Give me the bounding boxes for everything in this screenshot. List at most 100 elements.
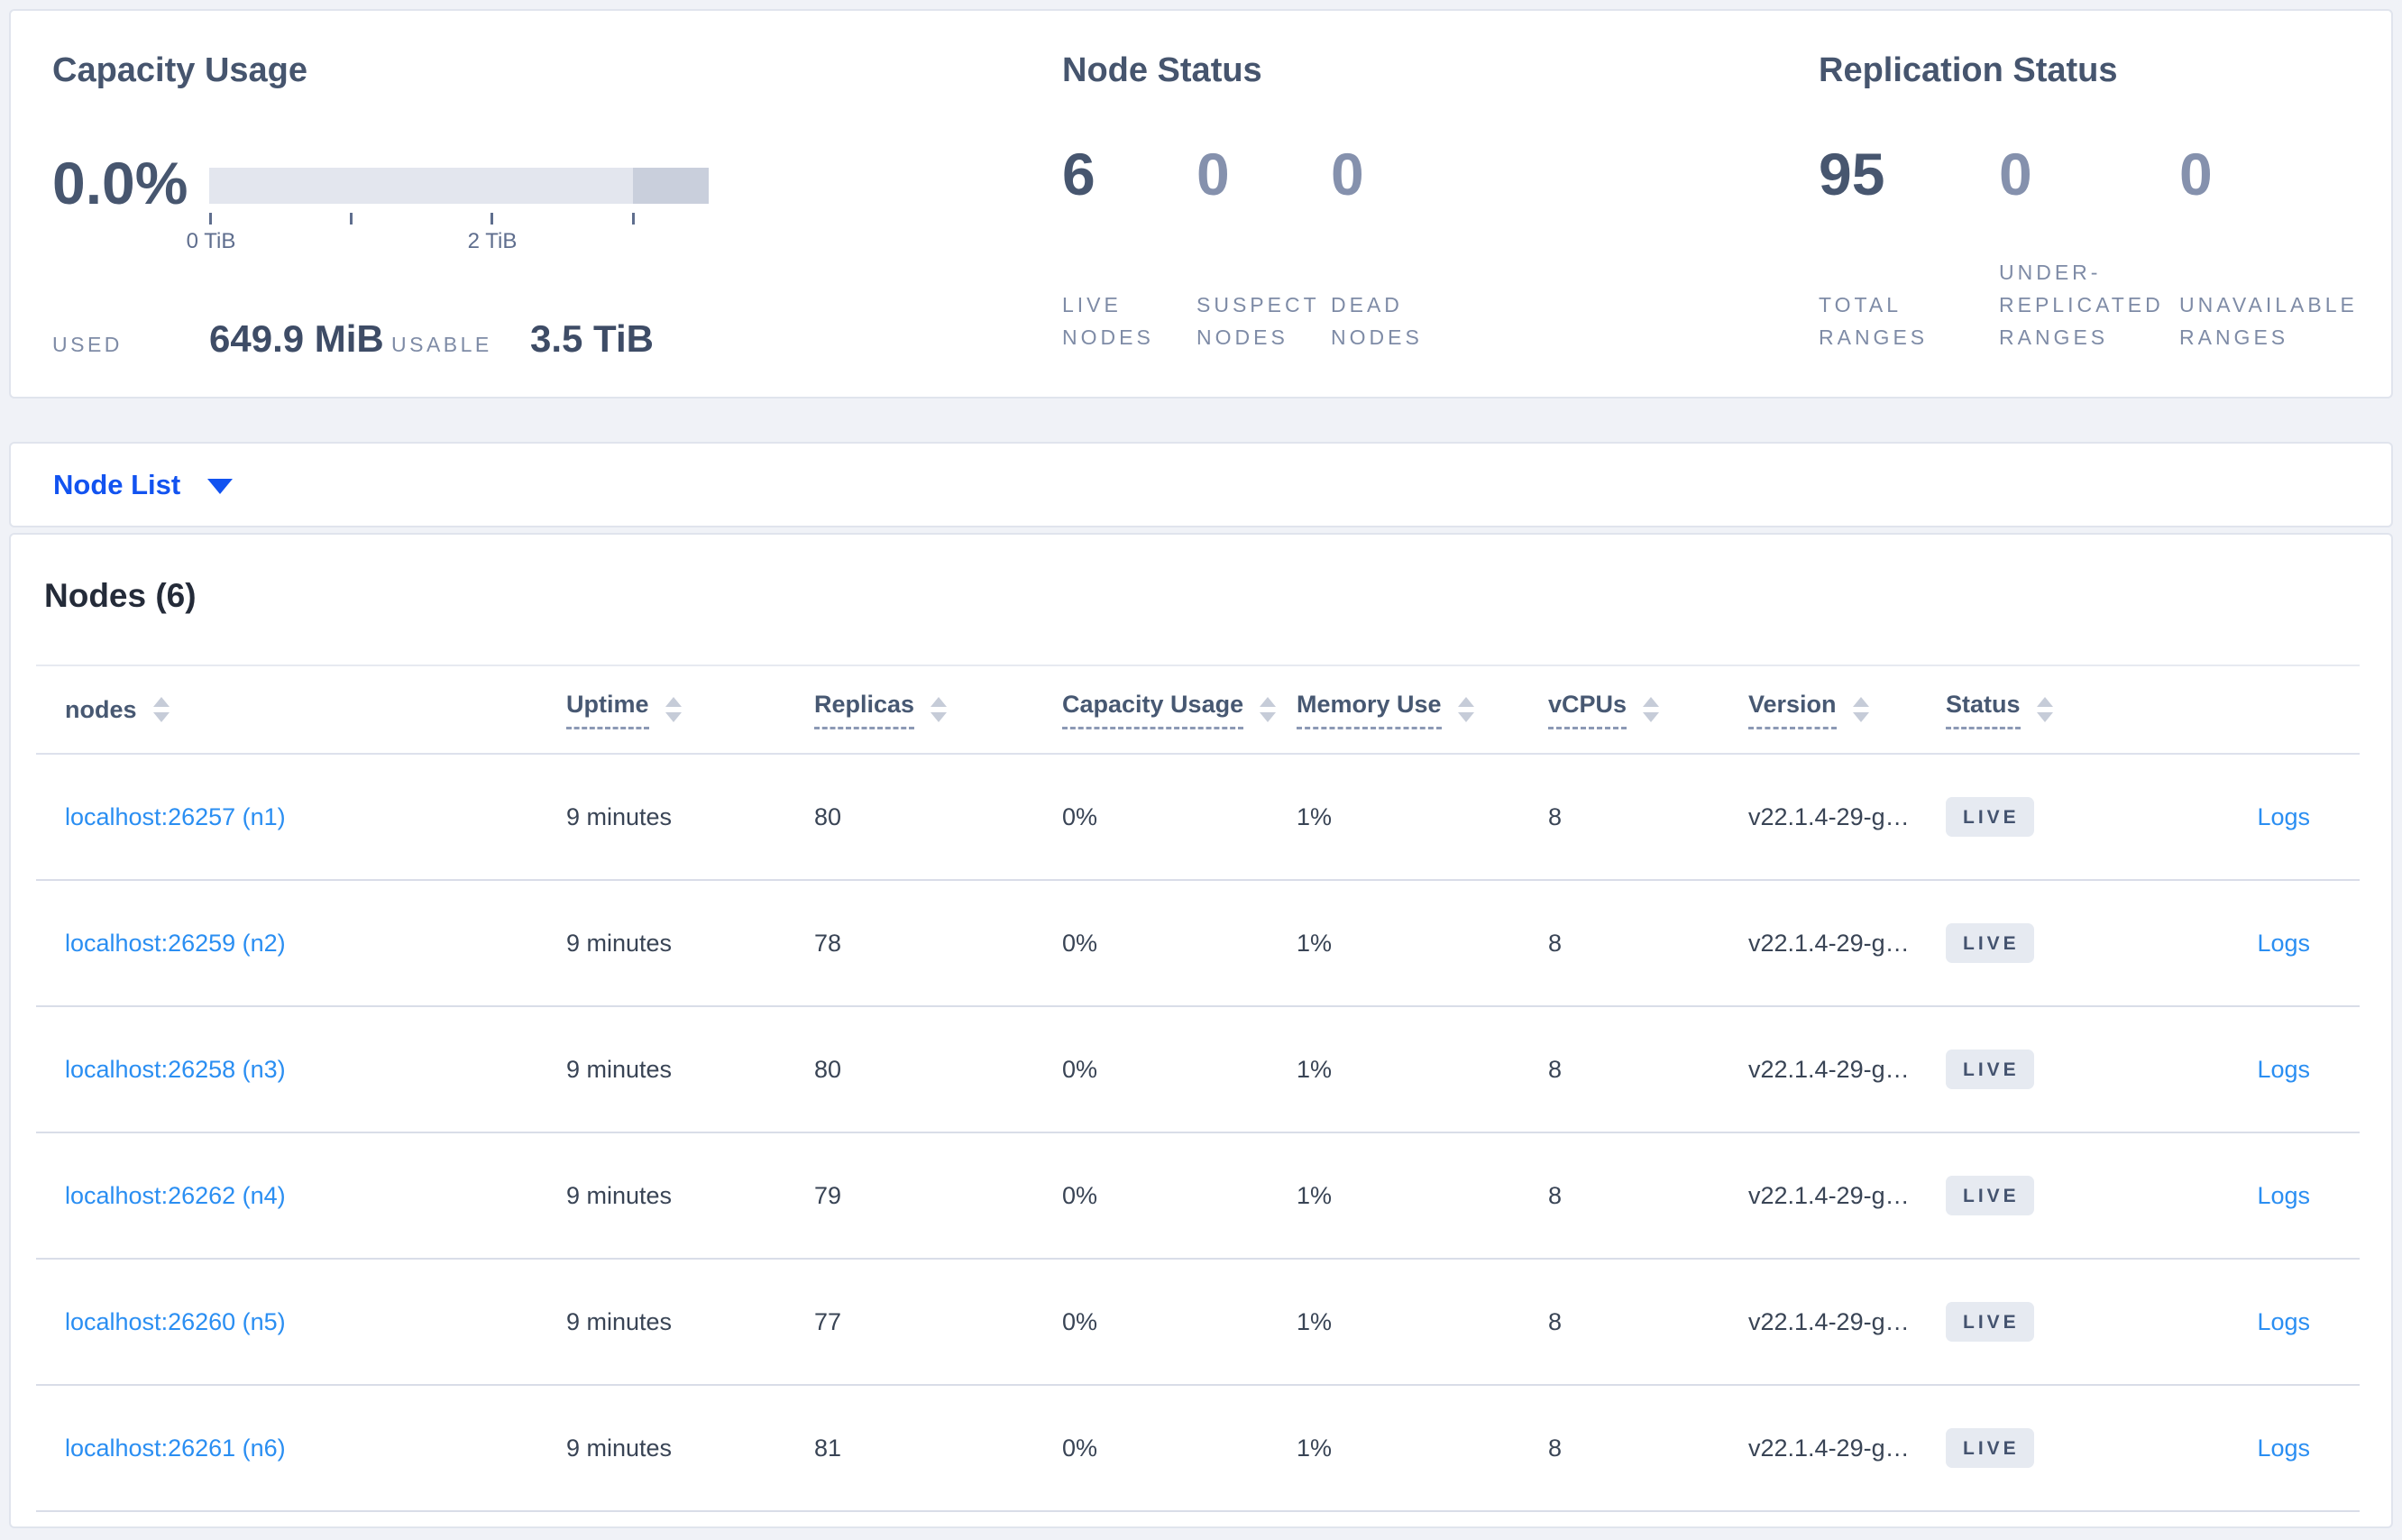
view-selector-label[interactable]: Node List [53, 468, 181, 500]
replicas-cell: 81 [814, 1385, 1062, 1512]
replicas-cell: 80 [814, 754, 1062, 881]
nodes-table-card: Nodes (6) nodes Uptime [9, 533, 2393, 1528]
version-cell: v22.1.4-29-g… [1748, 1006, 1946, 1133]
axis-tick [632, 213, 635, 225]
used-label: USED [52, 333, 123, 356]
capacity-cell: 0% [1062, 754, 1297, 881]
axis-tick [350, 213, 353, 225]
column-header-uptime[interactable]: Uptime [566, 665, 814, 755]
node-link[interactable]: localhost:26257 (n1) [65, 802, 286, 830]
table-row: localhost:26260 (n5) 9 minutes 77 0% 1% … [36, 1259, 2360, 1386]
version-cell: v22.1.4-29-g… [1748, 1132, 1946, 1260]
node-link[interactable]: localhost:26260 (n5) [65, 1307, 286, 1335]
column-header-status[interactable]: Status [1946, 665, 2207, 755]
column-header-memory-use[interactable]: Memory Use [1297, 665, 1548, 755]
replicas-cell: 77 [814, 1259, 1062, 1386]
capacity-usage-section: Capacity Usage 0.0% 0 TiB 2 TiB [52, 50, 1008, 361]
table-row: localhost:26259 (n2) 9 minutes 78 0% 1% … [36, 880, 2360, 1007]
logs-link[interactable]: Logs [2257, 1434, 2310, 1462]
node-link[interactable]: localhost:26258 (n3) [65, 1055, 286, 1083]
status-badge: LIVE [1946, 1176, 2034, 1215]
sort-icon [665, 697, 682, 722]
version-cell: v22.1.4-29-g… [1748, 1259, 1946, 1386]
memory-cell: 1% [1297, 1132, 1548, 1260]
status-badge: LIVE [1946, 797, 2034, 837]
table-header-row: nodes Uptime Replicas Capacity Usag [36, 665, 2360, 755]
nodes-table: nodes Uptime Replicas Capacity Usag [36, 665, 2360, 1512]
uptime-cell: 9 minutes [566, 880, 814, 1007]
node-link[interactable]: localhost:26259 (n2) [65, 929, 286, 957]
dead-nodes-stat: 0 DEAD NODES [1331, 141, 1423, 349]
sort-icon [152, 697, 170, 722]
replicas-cell: 78 [814, 880, 1062, 1007]
logs-link[interactable]: Logs [2257, 1181, 2310, 1209]
logs-link[interactable]: Logs [2257, 1307, 2310, 1335]
memory-cell: 1% [1297, 880, 1548, 1007]
replication-status-title: Replication Status [1819, 51, 2118, 89]
replication-status-section: Replication Status 95 TOTAL RANGES 0 UND… [1819, 50, 2378, 353]
capacity-cell: 0% [1062, 1259, 1297, 1386]
uptime-cell: 9 minutes [566, 1132, 814, 1260]
memory-cell: 1% [1297, 1259, 1548, 1386]
column-header-logs [2207, 665, 2360, 755]
capacity-cell: 0% [1062, 1385, 1297, 1512]
version-cell: v22.1.4-29-g… [1748, 880, 1946, 1007]
live-nodes-stat: 6 LIVE NODES [1062, 141, 1154, 349]
capacity-cell: 0% [1062, 1006, 1297, 1133]
used-value: 649.9 MiB [209, 317, 384, 360]
status-badge: LIVE [1946, 923, 2034, 963]
capacity-usage-title: Capacity Usage [52, 51, 308, 89]
capacity-cell: 0% [1062, 880, 1297, 1007]
view-selector-dropdown[interactable]: Node List [9, 442, 2393, 527]
total-ranges-stat: 95 TOTAL RANGES [1819, 141, 1929, 349]
node-link[interactable]: localhost:26261 (n6) [65, 1434, 286, 1462]
status-badge: LIVE [1946, 1050, 2034, 1089]
uptime-cell: 9 minutes [566, 1385, 814, 1512]
vcpus-cell: 8 [1548, 1259, 1748, 1386]
logs-link[interactable]: Logs [2257, 929, 2310, 957]
cluster-summary-card: Capacity Usage 0.0% 0 TiB 2 TiB [9, 9, 2393, 399]
uptime-cell: 9 minutes [566, 1259, 814, 1386]
capacity-gauge: 0 TiB 2 TiB [187, 168, 709, 285]
uptime-cell: 9 minutes [566, 1006, 814, 1133]
column-header-nodes[interactable]: nodes [36, 665, 566, 755]
vcpus-cell: 8 [1548, 754, 1748, 881]
table-row: localhost:26258 (n3) 9 minutes 80 0% 1% … [36, 1006, 2360, 1133]
table-row: localhost:26262 (n4) 9 minutes 79 0% 1% … [36, 1132, 2360, 1260]
logs-link[interactable]: Logs [2257, 1055, 2310, 1083]
capacity-cell: 0% [1062, 1132, 1297, 1260]
axis-tick [490, 213, 493, 225]
sort-icon [1852, 697, 1869, 722]
uptime-cell: 9 minutes [566, 754, 814, 881]
vcpus-cell: 8 [1548, 1006, 1748, 1133]
logs-link[interactable]: Logs [2257, 802, 2310, 830]
chevron-down-icon[interactable] [207, 479, 234, 494]
under-replicated-ranges-stat: 0 UNDER-REPLICATED RANGES [1999, 141, 2164, 349]
column-header-vcpus[interactable]: vCPUs [1548, 665, 1748, 755]
vcpus-cell: 8 [1548, 1132, 1748, 1260]
unavailable-ranges-stat: 0 UNAVAILABLE RANGES [2179, 141, 2358, 349]
column-header-version[interactable]: Version [1748, 665, 1946, 755]
replicas-cell: 79 [814, 1132, 1062, 1260]
sort-icon [1457, 697, 1474, 722]
axis-tick-label: 2 TiB [467, 229, 518, 253]
status-badge: LIVE [1946, 1302, 2034, 1342]
replicas-cell: 80 [814, 1006, 1062, 1133]
usable-label: USABLE [391, 333, 492, 356]
version-cell: v22.1.4-29-g… [1748, 1385, 1946, 1512]
nodes-title: Nodes (6) [44, 577, 197, 614]
table-row: localhost:26257 (n1) 9 minutes 80 0% 1% … [36, 754, 2360, 881]
suspect-nodes-stat: 0 SUSPECT NODES [1196, 141, 1320, 349]
capacity-bar-dark-segment [633, 168, 709, 204]
axis-tick [209, 213, 212, 225]
vcpus-cell: 8 [1548, 1385, 1748, 1512]
node-link[interactable]: localhost:26262 (n4) [65, 1181, 286, 1209]
column-header-capacity-usage[interactable]: Capacity Usage [1062, 665, 1297, 755]
capacity-bar [209, 168, 709, 204]
sort-icon [1260, 697, 1277, 722]
node-status-section: Node Status 6 LIVE NODES 0 SUSPECT NODES… [1062, 50, 1765, 353]
node-status-title: Node Status [1062, 51, 1262, 89]
sort-icon [2036, 697, 2053, 722]
column-header-replicas[interactable]: Replicas [814, 665, 1062, 755]
